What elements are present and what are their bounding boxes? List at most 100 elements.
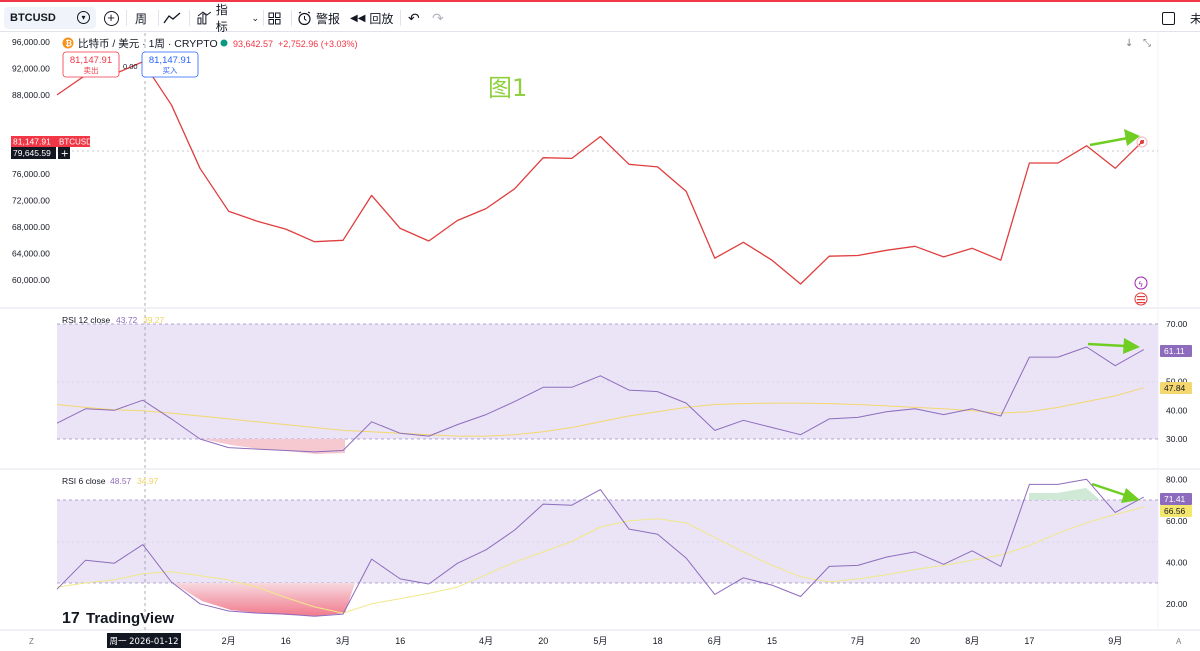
chart-type-button[interactable] [163,7,183,29]
indicators-icon [197,11,212,25]
tradingview-logo[interactable]: 17 TradingView [62,610,174,627]
rsi12-tick-label: 70.00 [1166,319,1188,329]
price-tick-label: 64,000.00 [12,249,50,259]
price-tick-label: 72,000.00 [12,196,50,206]
buy-button[interactable]: 81,147.91 买入 [141,51,199,78]
rsi12-ma-tag [1160,382,1192,394]
price-tick-label: 60,000.00 [12,275,50,285]
rsi6-axis[interactable]: 80.00 60.00 40.00 20.00 [1166,474,1188,609]
rsi6-last-tag [1160,493,1192,505]
sell-button[interactable]: 81,147.91 卖出 [62,51,120,78]
plus-icon: + [61,149,69,160]
symbol-label: BTCUSD [10,12,56,24]
time-tick-label: 20 [538,636,548,646]
add-symbol-button[interactable]: + [100,7,122,29]
crosshair-price-label: 79,645.59 [13,148,51,158]
arrow-down-icon[interactable]: ↓ [1125,38,1133,49]
sell-price: 81,147.91 [70,55,112,66]
redo-button[interactable]: ↷ [432,7,448,29]
lightning-glyph: ϟ [1138,280,1143,289]
rsi6-oversold-fill [173,583,355,616]
grid-layout-icon [268,12,281,24]
timezone-z-label[interactable]: Z [29,637,34,646]
rsi6-band [57,500,1158,583]
auto-scale-label[interactable]: A [1176,637,1182,646]
overflow-label: 未 [1190,11,1200,26]
tv-logo-mark: 17 [62,610,80,627]
flag-stripe [1137,302,1145,304]
chevron-down-icon: ⌄ [251,12,259,23]
rsi6-tick-label: 20.00 [1166,599,1188,609]
time-tick-label: 18 [653,636,663,646]
sell-label: 卖出 [84,65,99,75]
indicators-button[interactable]: 指标 ⌄ [197,3,259,34]
bitcoin-glyph: ₿ [66,39,73,48]
watermark-text: TradingView [86,610,174,627]
rsi6-overbought-fill [1029,488,1100,500]
toolbar-divider [263,10,264,26]
rsi6-legend-value: 48.57 [110,476,132,486]
flag-stripe [1137,296,1145,298]
layout-button[interactable] [268,7,286,29]
spread-value: 0.00 [123,62,138,71]
collapse-icon[interactable]: ⤡ [1143,38,1151,49]
plus-circle-icon: + [103,10,119,26]
fullscreen-toggle[interactable] [1162,7,1178,29]
toolbar-divider [189,10,190,26]
undo-icon: ↶ [408,9,420,26]
price-line [56,61,1145,285]
rsi12-axis[interactable]: 70.00 50.00 40.00 30.00 [1166,319,1188,444]
add-alert-button[interactable] [58,147,70,159]
price-series [56,61,1145,285]
bitcoin-icon [62,37,74,49]
time-tick-label: 6月 [708,636,722,646]
interval-button[interactable]: 周 [135,7,155,29]
price-tick-label: 96,000.00 [12,37,50,47]
replay-button[interactable]: ◀◀ 回放 [350,7,395,29]
time-tick-label: 17 [1024,636,1034,646]
time-tick-label: 5月 [593,636,607,646]
time-tick-label: 8月 [965,636,979,646]
lightning-icon[interactable] [1134,276,1148,290]
time-tick-label: 15 [767,636,777,646]
last-price-dot [1140,140,1144,144]
green-arrow-rsi12 [1087,338,1140,354]
chart-canvas[interactable]: 图1 ₿ 比特币 / 美元 · 1周 · CRYPTO 93,642.57 +2… [0,33,1200,651]
toolbar-divider [158,10,159,26]
symbol-info-icon[interactable]: ▾ [77,11,90,24]
price-tick-label: 68,000.00 [12,222,50,232]
price-tick-label: 92,000.00 [12,63,50,73]
chart-annotation: 图1 [488,74,527,102]
undo-button[interactable]: ↶ [408,7,424,29]
time-axis[interactable]: 2月 16 3月 16 4月 20 5月 18 6月 15 7月 20 8月 17 9月 [222,636,1123,646]
current-symbol-label: BTCUSD [59,138,92,147]
rsi12-ma-label: 47.84 [1164,383,1186,393]
symbol-search-button[interactable]: BTCUSD ▾ [4,7,96,29]
alert-label: 警报 [316,11,341,26]
rsi12-tick-label: 30.00 [1166,434,1188,444]
legend-title: 比特币 / 美元 · 1周 · CRYPTO [78,37,218,50]
green-arrow-rsi6 [1091,482,1140,503]
crosshair-date-label: 周一 2026-01-12 [109,637,178,647]
toolbar-divider [400,10,401,26]
current-price-label: 81,147.91 [13,137,51,147]
rsi6-tick-label: 60.00 [1166,516,1188,526]
legend-price: 93,642.57 [233,39,273,49]
rsi6-legend-label: RSI 6 close [62,476,106,486]
legend-change: +2,752.96 (+3.03%) [278,39,358,49]
toolbar-divider [291,10,292,26]
indicators-label: 指标 [215,3,228,34]
price-axis[interactable]: 96,000.00 92,000.00 88,000.00 76,000.00 72,0… [12,37,50,285]
rsi12-legend-ma: 39.27 [143,315,165,325]
line-chart-icon [163,12,181,24]
rsi12-tick-label: 40.00 [1166,405,1188,415]
green-arrow-price [1089,129,1140,147]
alert-button[interactable]: 警报 [297,7,342,29]
last-price-marker [1136,136,1148,148]
time-tick-label: 16 [281,636,291,646]
redo-icon: ↷ [432,9,444,26]
replay-label: 回放 [369,11,394,26]
buy-price: 81,147.91 [149,55,191,66]
time-tick-label: 16 [395,636,405,646]
